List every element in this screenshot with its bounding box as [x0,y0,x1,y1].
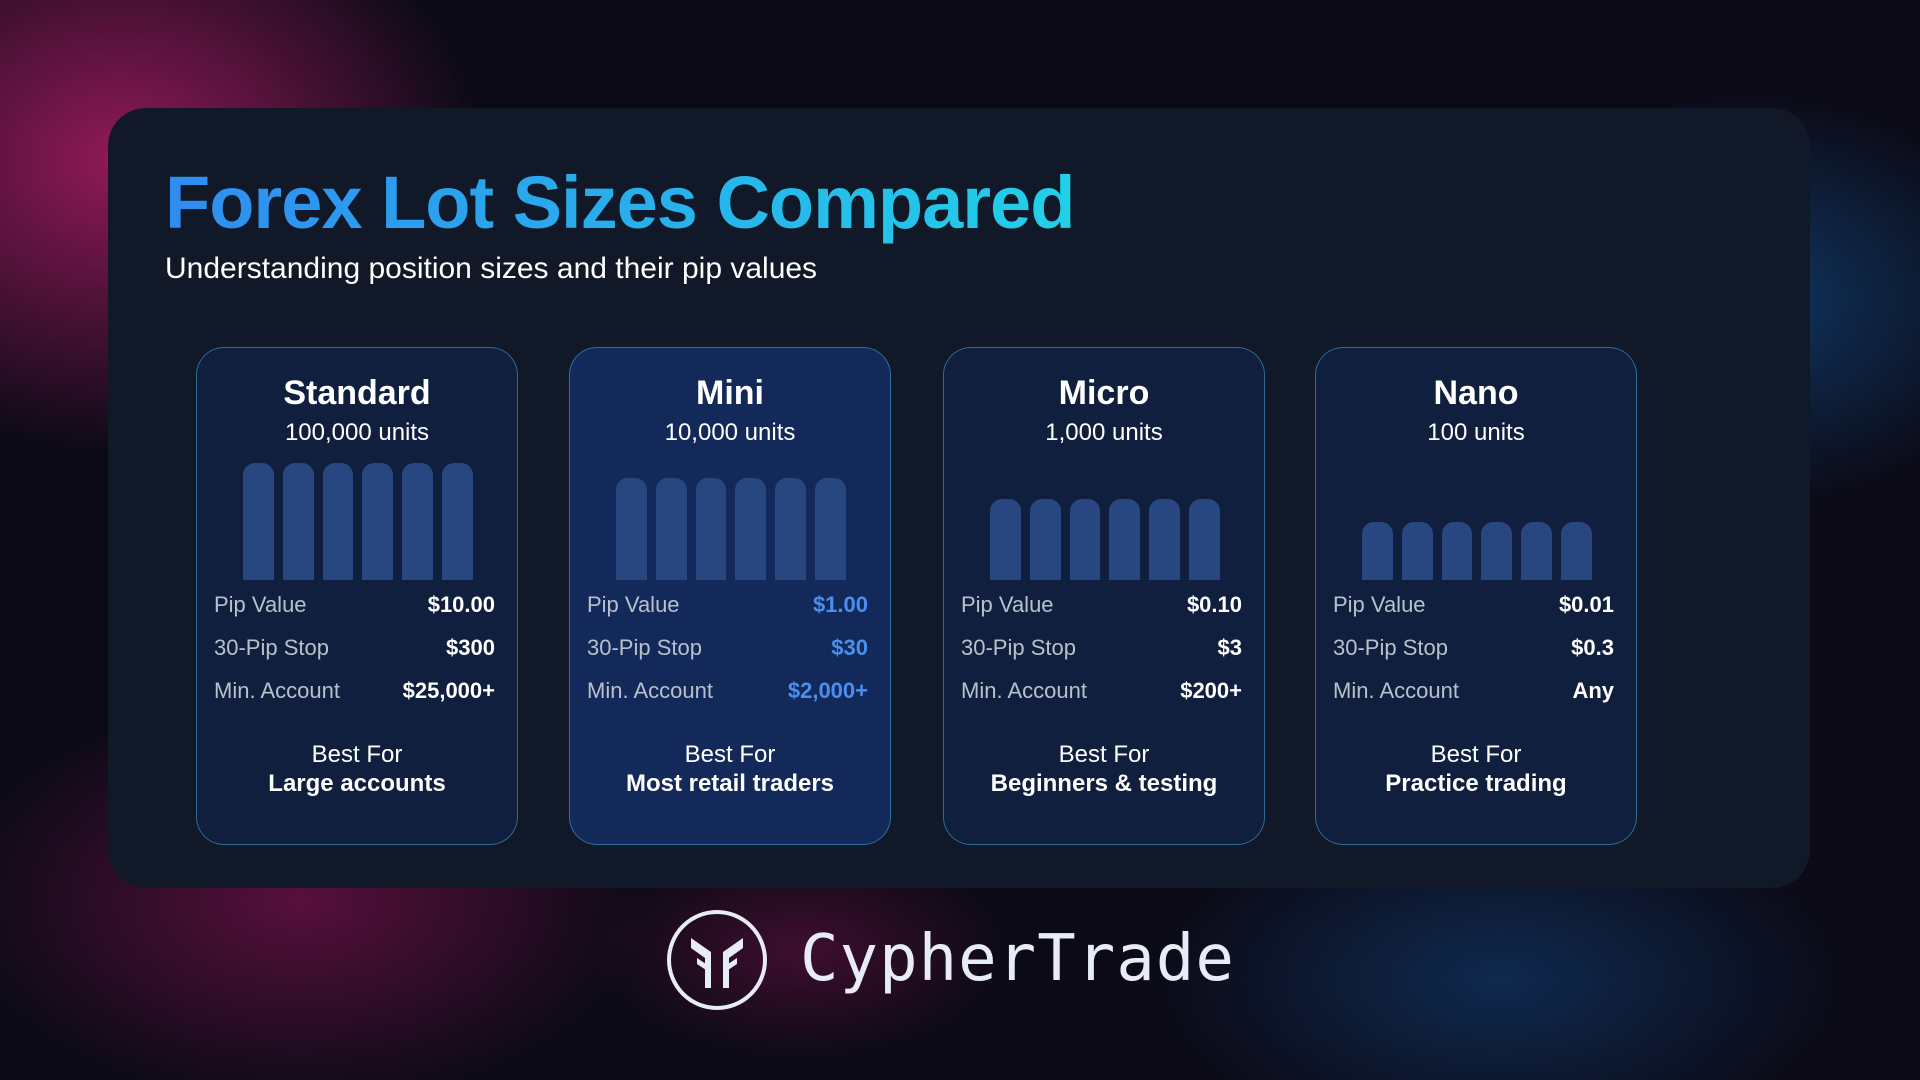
card-title: Mini [696,374,764,412]
stat-row: Pip Value $1.00 [587,592,868,618]
stat-row: Min. Account Any [1333,678,1614,704]
size-bar [655,478,687,580]
stat-row: Pip Value $10.00 [214,592,495,618]
stat-value: $3 [1217,635,1242,660]
size-bar [1149,499,1181,580]
stat-row: Min. Account $200+ [961,678,1242,704]
card-title: Micro [1058,374,1150,412]
size-bar [1189,499,1220,580]
size-bar [1401,521,1433,580]
size-bar [1561,521,1592,580]
size-bar [616,478,647,580]
page-subtitle: Understanding position sizes and their p… [165,252,818,285]
best-for-value: Most retail traders [625,770,835,797]
best-for: Best For Most retail traders [570,740,890,798]
stat-label: Min. Account [961,678,1087,703]
size-bar [322,463,354,580]
stat-row: Pip Value $0.10 [961,592,1242,618]
stat-label: Pip Value [961,592,1054,617]
size-bars [616,463,846,580]
size-bar [1109,499,1141,580]
stat-value: $10.00 [427,592,495,617]
best-for: Best For Practice trading [1316,740,1636,798]
page-title: Forex Lot Sizes Compared [165,161,1075,244]
best-for: Best For Large accounts [197,740,517,798]
best-for-value: Practice trading [1385,770,1567,797]
size-bar [775,478,807,580]
stat-row: Min. Account $25,000+ [214,678,495,704]
stat-value: $0.10 [1186,592,1242,617]
lot-card-standard: Standard 100,000 units Pip Value $10.00 30… [196,347,518,845]
size-bar [402,463,434,580]
size-bar [735,478,767,580]
stat-label: Pip Value [214,592,307,617]
card-units: 10,000 units [664,419,796,446]
stat-label: Min. Account [587,678,713,703]
size-bar [243,463,274,580]
best-for-label: Best For [311,741,403,768]
lot-card-mini: Mini 10,000 units Pip Value $1.00 30-Pip S… [569,347,891,845]
stat-row: 30-Pip Stop $3 [961,635,1242,661]
card-title: Nano [1433,374,1519,412]
size-bar [1521,521,1553,580]
size-bar [1441,521,1473,580]
size-bar [1481,521,1513,580]
stat-value: $200+ [1180,678,1242,703]
size-bars [243,463,473,580]
lot-card-nano: Nano 100 units Pip Value $0.01 30-Pip Stop… [1315,347,1637,845]
stat-row: Min. Account $2,000+ [587,678,868,704]
size-bar [1362,521,1393,580]
size-bar [282,463,314,580]
card-units: 1,000 units [1045,419,1163,446]
card-units: 100,000 units [284,419,430,446]
stat-value: $0.3 [1571,635,1614,660]
stat-value: $30 [831,635,868,660]
size-bar [1029,499,1061,580]
stat-value: $300 [446,635,495,660]
best-for-label: Best For [684,741,776,768]
best-for-value: Large accounts [268,770,446,797]
stat-value: $0.01 [1558,592,1614,617]
stat-row: Pip Value $0.01 [1333,592,1614,618]
size-bars [990,463,1220,580]
stat-value: Any [1572,678,1614,703]
stat-value: $25,000+ [402,678,495,703]
stat-label: Pip Value [1333,592,1426,617]
stat-row: 30-Pip Stop $0.3 [1333,635,1614,661]
size-bar [815,478,846,580]
size-bar [695,478,727,580]
lot-card-micro: Micro 1,000 units Pip Value $0.10 30-Pip S… [943,347,1265,845]
stat-row: 30-Pip Stop $30 [587,635,868,661]
size-bar [442,463,473,580]
stat-label: Pip Value [587,592,680,617]
stat-label: 30-Pip Stop [214,635,329,660]
size-bar [362,463,394,580]
stat-value: $2,000+ [787,678,868,703]
best-for-label: Best For [1430,741,1522,768]
best-for-value: Beginners & testing [990,770,1218,797]
best-for: Best For Beginners & testing [944,740,1264,798]
size-bar [990,499,1021,580]
card-units: 100 units [1427,419,1525,446]
size-bar [1069,499,1101,580]
best-for-label: Best For [1058,741,1150,768]
stat-value: $1.00 [812,592,868,617]
card-title: Standard [283,374,431,412]
stat-label: 30-Pip Stop [1333,635,1448,660]
brand-name: CypherTrade [800,922,1235,996]
stat-label: Min. Account [1333,678,1459,703]
size-bars [1362,463,1592,580]
stat-label: 30-Pip Stop [961,635,1076,660]
stat-row: 30-Pip Stop $300 [214,635,495,661]
cyphertrade-logo-icon [667,910,767,1010]
stat-label: Min. Account [214,678,340,703]
stat-label: 30-Pip Stop [587,635,702,660]
